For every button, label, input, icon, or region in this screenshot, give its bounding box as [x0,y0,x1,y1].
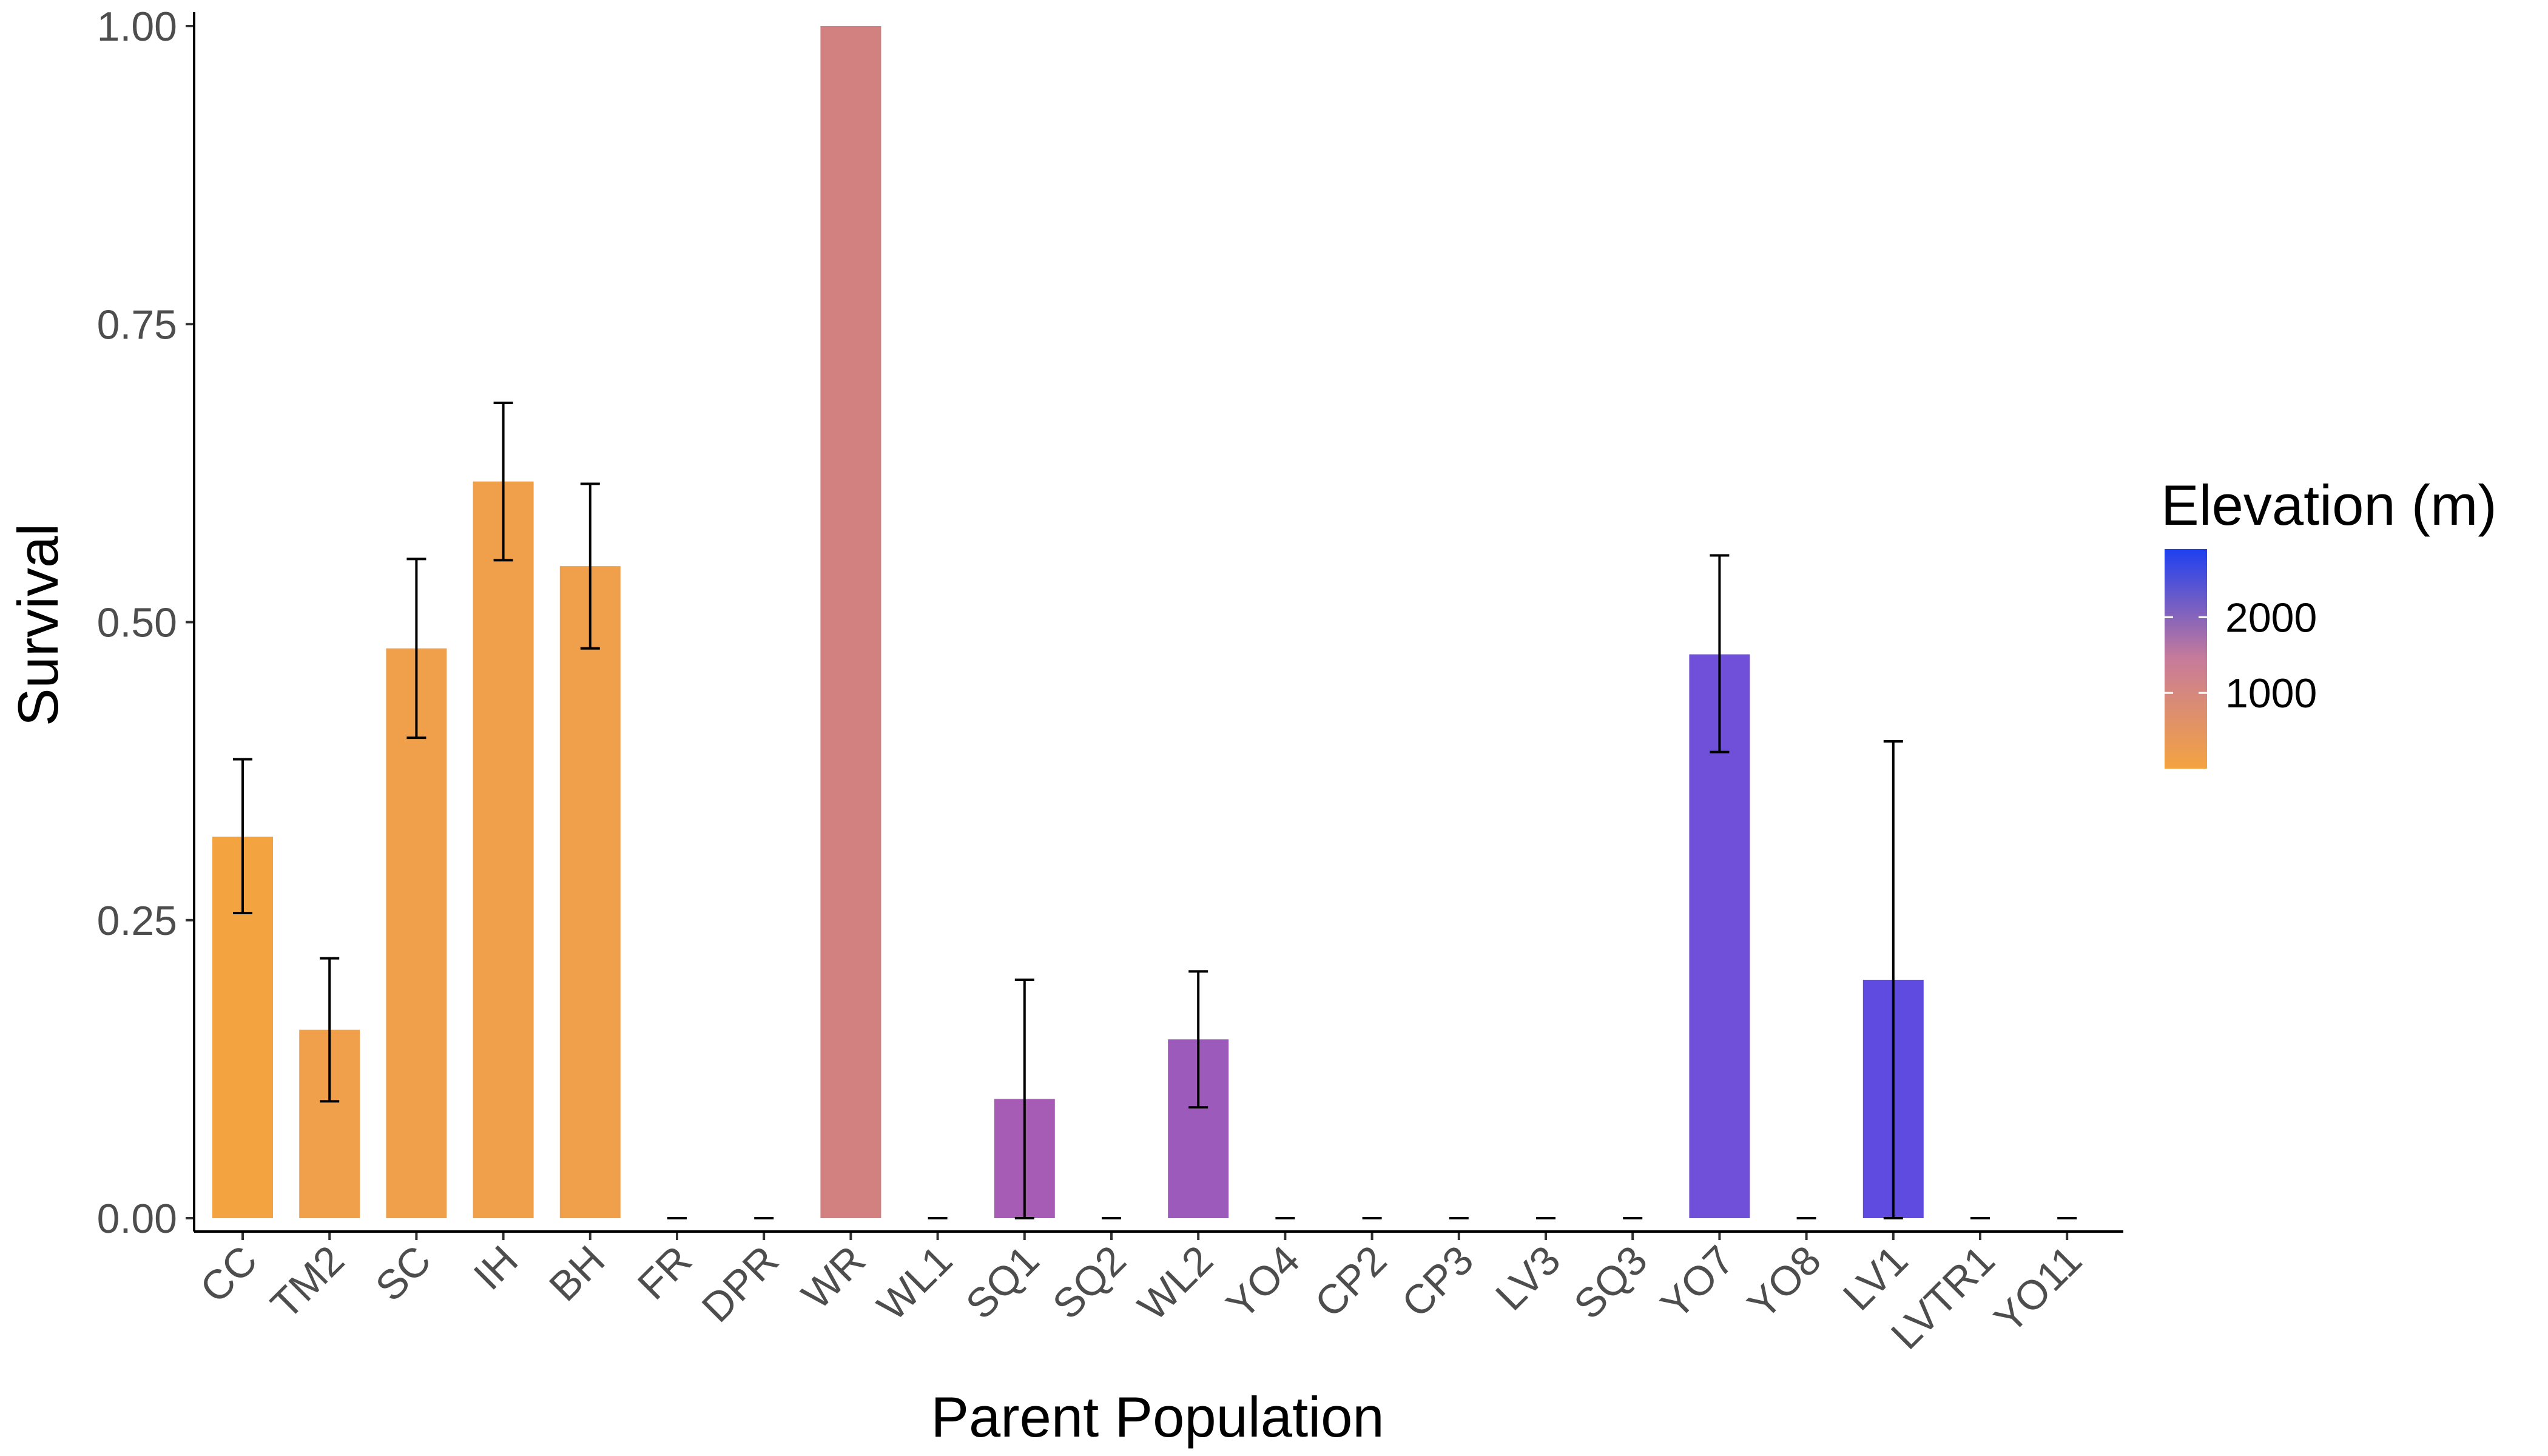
bar-wr [820,26,881,1218]
legend-title: Elevation (m) [2161,473,2497,537]
elevation-legend: Elevation (m) 2000 1000 [2161,473,2497,769]
x-tick-label: CP2 [1306,1237,1395,1326]
x-tick-label: SQ3 [1565,1237,1656,1328]
legend-label: 1000 [2225,670,2317,716]
x-tick-label: TM2 [262,1237,353,1328]
legend-colorbar [2165,549,2207,769]
error-bar-wl2 [1188,970,1208,1109]
x-tick-label: YO4 [1218,1237,1309,1328]
error-bar-ih [493,401,513,562]
x-tick-label: DPR [693,1237,787,1331]
x-tick-label: WL1 [869,1237,962,1330]
y-axis-title: Survival [6,524,70,726]
x-tick-label: SQ2 [1044,1237,1135,1328]
bars [212,26,1924,1218]
x-tick-label: YO8 [1739,1237,1830,1328]
x-tick-label: WR [793,1237,874,1318]
error-bar-yo7 [1710,554,1730,753]
error-bar-sq1 [1014,979,1034,1219]
x-tick-label: IH [465,1237,527,1299]
x-tick-label: FR [629,1237,701,1309]
y-tick-label: 0.25 [97,898,177,944]
y-axis-ticks: 0.00 0.25 0.50 0.75 1.00 [97,4,194,1242]
x-tick-label: CC [191,1237,266,1312]
error-bars [233,401,2077,1219]
y-tick-label: 0.50 [97,600,177,646]
x-tick-label: WL2 [1129,1237,1222,1330]
error-bar-sc [406,558,426,740]
x-tick-label: CP3 [1393,1237,1482,1326]
legend-ticks: 2000 1000 [2165,595,2317,716]
error-bar-bh [580,482,600,650]
y-tick-label: 0.00 [97,1196,177,1242]
x-tick-label: YO7 [1652,1237,1743,1328]
x-tick-label: BH [541,1237,614,1310]
x-tick-label: SC [366,1237,440,1310]
bar-bh [559,566,621,1218]
legend-label: 2000 [2225,595,2317,641]
x-tick-label: SQ1 [957,1237,1048,1328]
x-axis-title: Parent Population [931,1385,1384,1449]
bar-ih [473,481,534,1218]
x-tick-label: YO11 [1986,1237,2091,1342]
y-tick-label: 1.00 [97,4,177,50]
error-bar-tm2 [320,957,340,1103]
bar-sc [386,648,447,1218]
x-tick-label: LV3 [1487,1237,1569,1320]
error-bar-cc [233,758,252,914]
error-bar-lv1 [1883,740,1903,1219]
y-tick-label: 0.75 [97,302,177,348]
